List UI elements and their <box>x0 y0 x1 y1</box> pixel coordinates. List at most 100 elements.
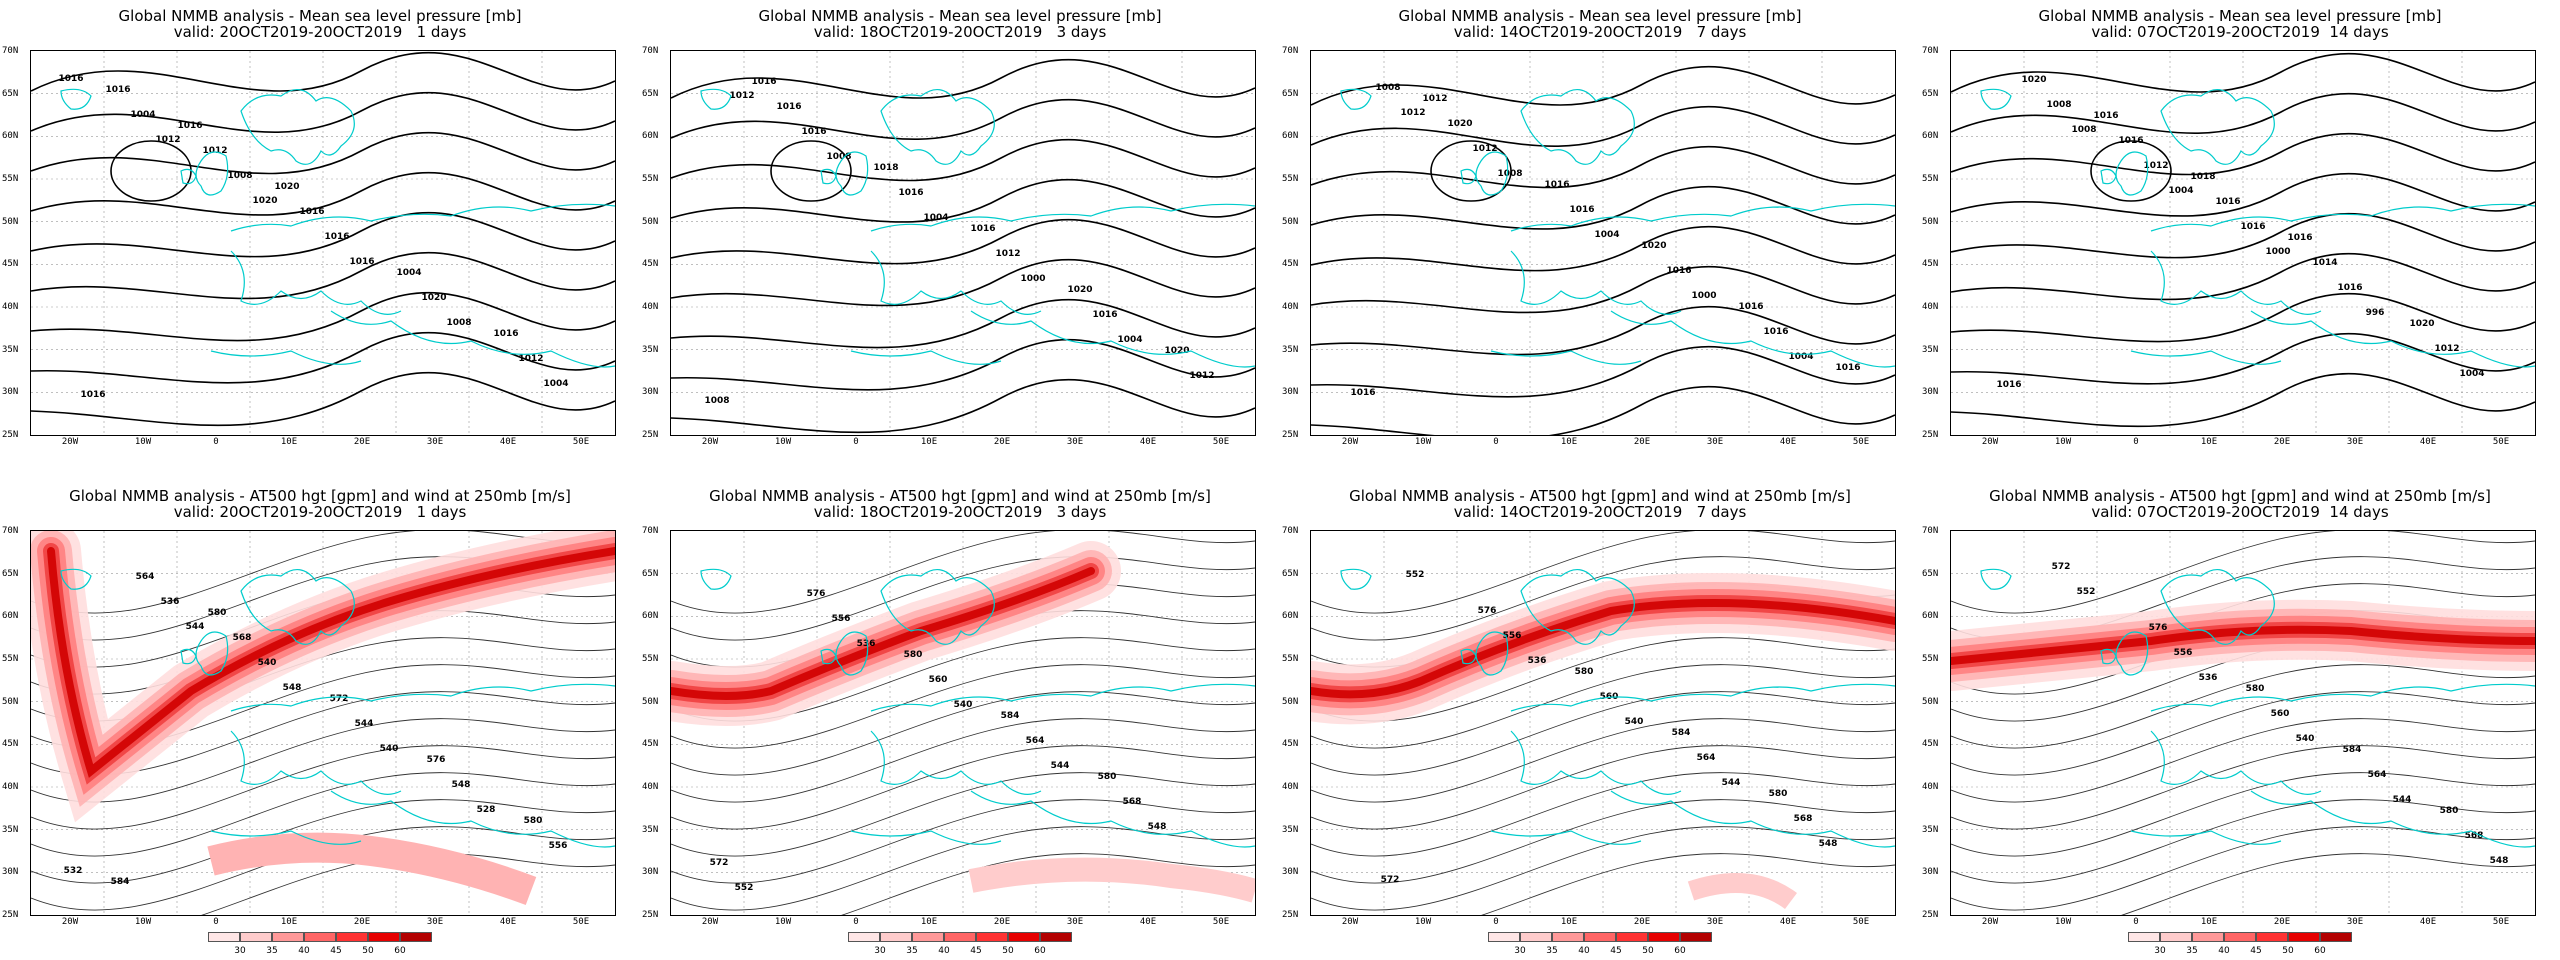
contour-label: 1020 <box>1164 346 1189 356</box>
contour-label: 1020 <box>274 182 299 192</box>
latitude-label: 70N <box>2 46 19 56</box>
longitude-label: 0 <box>853 917 859 927</box>
colorbar-label: 60 <box>1034 946 1046 956</box>
latitude-label: 30N <box>2 867 19 878</box>
longitude-label: 10W <box>1414 917 1432 927</box>
contour-label: 556 <box>1503 631 1522 641</box>
colorbar-swatch <box>2160 932 2192 942</box>
colorbar-label: 35 <box>1546 946 1558 956</box>
contour-label: 580 <box>208 608 227 618</box>
contour-label: 576 <box>1478 606 1497 616</box>
latitude-label: 25N <box>642 910 659 920</box>
contour-label: 528 <box>477 805 496 815</box>
contour-label: 548 <box>452 780 471 790</box>
colorbar-swatch <box>2224 932 2256 942</box>
contour-label: 1020 <box>1067 285 1092 295</box>
contour-label: 568 <box>2465 831 2484 841</box>
latitude-label: 50N <box>1282 216 1299 227</box>
colorbar-label: 50 <box>362 946 374 956</box>
contour-label: 1016 <box>1666 266 1691 276</box>
latitude-label: 25N <box>1922 430 1939 440</box>
latitude-label: 40N <box>1282 302 1299 312</box>
latitude-label: 40N <box>1922 302 1939 312</box>
z500-map-panel: Global NMMB analysis - AT500 hgt [gpm] a… <box>1920 480 2560 960</box>
latitude-label: 60N <box>1282 131 1299 142</box>
contour-label: 1016 <box>177 121 202 131</box>
panel-title: Global NMMB analysis - AT500 hgt [gpm] a… <box>1989 487 2491 505</box>
contour-label: 1004 <box>2168 186 2193 196</box>
latitude-label: 30N <box>642 867 659 878</box>
latitude-label: 30N <box>2 387 19 398</box>
longitude-label: 10E <box>2200 917 2218 927</box>
colorbar-swatch <box>304 932 336 942</box>
colorbar-label: 60 <box>2314 946 2326 956</box>
contour-label: 1008 <box>1497 169 1522 179</box>
latitude-label: 45N <box>642 259 659 270</box>
latitude-label: 50N <box>642 696 659 707</box>
contour-label: 1012 <box>518 354 543 364</box>
longitude-label: 10E <box>920 437 938 447</box>
contour-label: 1016 <box>80 390 105 400</box>
contour-label: 540 <box>380 744 399 754</box>
colorbar-swatch <box>1552 932 1584 942</box>
colorbar-label: 40 <box>1578 946 1590 956</box>
longitude-label: 30E <box>1066 917 1084 927</box>
latitude-label: 60N <box>1282 611 1299 622</box>
contour-label: 1004 <box>396 268 421 278</box>
contour-lines <box>1311 65 1895 435</box>
longitude-label: 10E <box>280 917 298 927</box>
contour-label: 1016 <box>898 188 923 198</box>
longitude-label: 30E <box>1706 437 1724 447</box>
latitude-label: 25N <box>1282 910 1299 920</box>
latitude-label: 45N <box>1922 739 1939 750</box>
contour-label: 1016 <box>1350 388 1375 398</box>
colorbar-swatch <box>400 932 432 942</box>
contour-label: 560 <box>929 675 948 685</box>
panel-title: Global NMMB analysis - AT500 hgt [gpm] a… <box>69 487 571 505</box>
contour-label: 1014 <box>2312 258 2337 268</box>
contour-label: 1020 <box>421 293 446 303</box>
contour-label: 1016 <box>970 224 995 234</box>
contour-label: 1008 <box>704 396 729 406</box>
longitude-label: 20W <box>701 917 719 927</box>
coastline <box>60 88 615 368</box>
jet-stream-band <box>31 531 615 906</box>
latitude-label: 25N <box>2 430 19 440</box>
latitude-label: 70N <box>642 46 659 56</box>
contour-label: 1000 <box>1020 274 1045 284</box>
longitude-label: 10W <box>774 917 792 927</box>
colorbar-swatch <box>976 932 1008 942</box>
longitude-label: 40E <box>1139 437 1157 447</box>
longitude-label: 30E <box>2346 917 2364 927</box>
contour-label: 548 <box>1819 839 1838 849</box>
longitude-label: 20E <box>993 437 1011 447</box>
contour-label: 1016 <box>2287 233 2312 243</box>
wind-colorbar: 30 35 40 45 50 60 <box>800 932 1120 956</box>
contour-label: 548 <box>1148 822 1167 832</box>
contour-label: 1012 <box>1189 371 1214 381</box>
contour-label: 1018 <box>873 163 898 173</box>
latitude-label: 65N <box>642 568 659 579</box>
contour-label: 1020 <box>1447 119 1472 129</box>
latitude-label: 25N <box>642 430 659 440</box>
mslp-map-panel: Global NMMB analysis - Mean sea level pr… <box>1920 0 2560 480</box>
contour-label: 544 <box>1722 778 1741 788</box>
panel-valid-date: valid: 14OCT2019-20OCT2019 7 days <box>1453 503 1747 521</box>
mslp-map-panel: Global NMMB analysis - Mean sea level pr… <box>1280 0 1920 480</box>
colorbar-label: 40 <box>298 946 310 956</box>
contour-label: 580 <box>2246 684 2265 694</box>
contour-label: 1008 <box>826 152 851 162</box>
contour-label: 576 <box>807 589 826 599</box>
latitude-label: 40N <box>1282 782 1299 792</box>
contour-label: 1018 <box>2190 172 2215 182</box>
contour-label: 996 <box>2366 308 2385 318</box>
map-canvas: 1012 1008 1004 1000 1004 1008 1016 1016 1012 1016… <box>671 51 1255 435</box>
latitude-label: 55N <box>2 654 19 664</box>
longitude-label: 20W <box>61 917 79 927</box>
map-area: 1012 1008 1004 1000 1004 1008 1016 1016 1012 1016… <box>670 50 1256 436</box>
latitude-label: 35N <box>1282 824 1299 835</box>
coastline <box>1340 88 1895 368</box>
contour-label: 1016 <box>1738 302 1763 312</box>
contour-label: 1008 <box>446 318 471 328</box>
latitude-label: 50N <box>642 216 659 227</box>
